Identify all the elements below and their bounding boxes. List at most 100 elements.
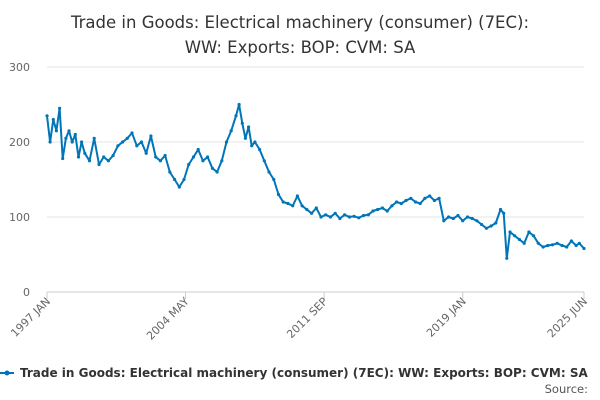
data-point: [206, 155, 210, 159]
x-axis-ticks: 1997 JAN 2004 MAY 2011 SEP 2019 JAN 2025 JUN: [8, 292, 590, 343]
data-point: [144, 151, 148, 155]
data-point: [565, 245, 569, 249]
data-point: [163, 153, 167, 158]
legend[interactable]: Trade in Goods: Electrical machinery (co…: [0, 366, 588, 380]
data-point: [224, 140, 229, 144]
data-point: [508, 230, 512, 234]
data-point: [70, 140, 74, 144]
data-point: [484, 226, 488, 230]
data-point: [550, 243, 555, 247]
data-point: [423, 196, 427, 200]
data-point: [532, 234, 536, 238]
y-tick-label: 100: [9, 211, 30, 224]
data-point: [527, 230, 531, 234]
data-point: [272, 177, 276, 182]
data-point: [451, 216, 455, 221]
data-point: [361, 213, 366, 218]
data-point: [357, 216, 361, 220]
data-point: [489, 224, 493, 228]
data-point: [286, 201, 290, 206]
data-point: [276, 192, 281, 197]
data-point: [442, 219, 446, 223]
data-point: [247, 125, 251, 129]
data-point: [376, 207, 380, 212]
x-tick-label: 2019 JAN: [424, 295, 469, 340]
data-point: [125, 136, 129, 140]
x-tick-label: 1997 JAN: [8, 295, 53, 340]
data-point: [418, 201, 422, 206]
data-point: [54, 129, 59, 133]
data-point: [366, 213, 370, 217]
data-point: [319, 215, 323, 219]
y-tick-label: 0: [23, 286, 30, 299]
data-point: [191, 155, 196, 159]
data-point: [182, 177, 186, 182]
data-point: [428, 194, 432, 198]
data-point: [352, 214, 356, 218]
data-point: [250, 144, 254, 148]
data-point: [58, 106, 62, 110]
data-point: [574, 243, 578, 248]
data-point: [385, 209, 389, 213]
data-point: [237, 102, 241, 107]
data-point: [267, 170, 271, 174]
series-layer: [45, 102, 586, 260]
data-point: [461, 219, 465, 223]
data-point: [456, 213, 460, 218]
data-point: [314, 206, 318, 210]
data-point: [61, 156, 65, 161]
data-point: [569, 239, 574, 243]
data-point: [80, 140, 84, 144]
data-point: [502, 211, 506, 215]
data-point: [48, 140, 52, 144]
data-point: [343, 213, 347, 217]
data-point: [333, 211, 337, 215]
data-point: [210, 166, 214, 170]
data-point: [102, 155, 106, 159]
data-point: [73, 132, 77, 137]
data-point: [177, 185, 181, 189]
data-point: [577, 241, 581, 245]
data-point: [505, 256, 509, 260]
data-point: [338, 216, 342, 221]
chart-title-line-1: Trade in Goods: Electrical machinery (co…: [70, 13, 529, 32]
legend-label[interactable]: Trade in Goods: Electrical machinery (co…: [20, 366, 588, 380]
data-point: [240, 121, 244, 125]
data-point: [409, 196, 413, 200]
data-point: [83, 151, 87, 155]
data-point: [522, 241, 526, 245]
data-point: [404, 198, 408, 203]
x-tick-label: 2025 JUN: [545, 295, 590, 340]
data-point: [546, 243, 550, 248]
data-point: [243, 136, 247, 140]
data-point: [480, 222, 484, 227]
y-tick-label: 300: [9, 61, 30, 74]
data-point: [97, 162, 101, 167]
data-point: [347, 215, 351, 219]
data-point: [234, 114, 238, 118]
data-point: [536, 241, 540, 245]
data-point: [475, 219, 479, 223]
source-label: Source:: [545, 382, 588, 396]
data-point: [154, 155, 158, 159]
data-point: [262, 159, 266, 163]
data-point: [470, 216, 474, 221]
data-point: [295, 194, 299, 198]
data-point: [413, 200, 418, 204]
data-point: [555, 241, 559, 245]
data-point: [51, 117, 55, 122]
data-point: [87, 159, 92, 163]
data-point: [258, 147, 262, 152]
data-point: [111, 153, 115, 158]
data-point: [76, 155, 81, 159]
data-point: [196, 147, 200, 152]
chart-title-line-2: WW: Exports: BOP: CVM: SA: [185, 38, 416, 57]
data-point: [220, 159, 224, 163]
data-point: [380, 206, 384, 210]
data-point: [513, 234, 517, 238]
data-point: [390, 204, 394, 208]
data-point: [395, 200, 399, 204]
y-tick-label: 200: [9, 136, 30, 149]
data-point: [305, 207, 309, 212]
data-point: [201, 159, 205, 163]
